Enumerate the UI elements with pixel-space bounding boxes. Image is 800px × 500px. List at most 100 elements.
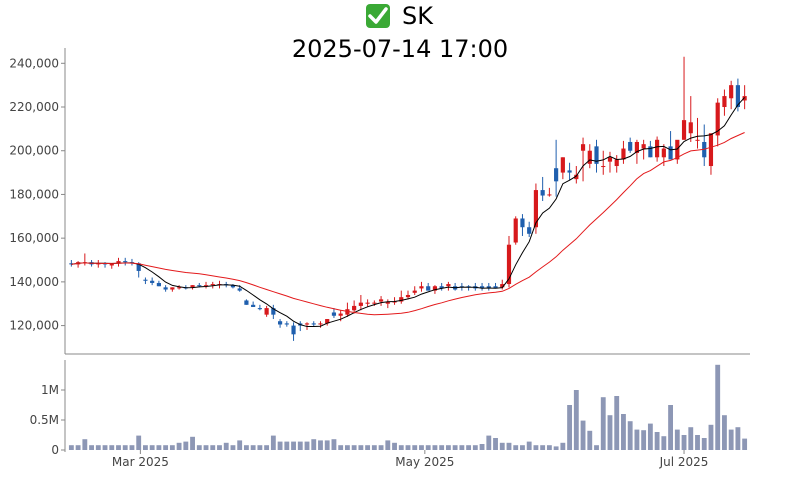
candle bbox=[668, 131, 673, 160]
candle bbox=[675, 139, 680, 164]
candle-body bbox=[580, 144, 586, 151]
volume-bar bbox=[176, 442, 182, 450]
candle bbox=[466, 285, 471, 291]
candle bbox=[203, 281, 209, 289]
candle bbox=[614, 155, 619, 173]
candle-body bbox=[123, 261, 128, 263]
candle-body bbox=[197, 285, 202, 287]
candle bbox=[473, 282, 478, 291]
volume-bar bbox=[405, 445, 411, 450]
chart-title: SK bbox=[366, 2, 434, 30]
candle-body bbox=[742, 96, 747, 101]
candle bbox=[163, 285, 168, 292]
candle bbox=[453, 282, 458, 291]
volume-bar bbox=[264, 445, 270, 450]
candle bbox=[129, 258, 135, 266]
price-y-tick-label: 220,000 bbox=[9, 100, 59, 114]
candle bbox=[264, 305, 269, 317]
volume-bar bbox=[371, 445, 377, 450]
candle bbox=[426, 282, 431, 291]
ma-long-line bbox=[71, 132, 745, 316]
volume-bar bbox=[560, 442, 566, 450]
candle-body bbox=[237, 288, 242, 291]
candle-body bbox=[574, 174, 579, 180]
volume-bar bbox=[735, 427, 741, 450]
volume-bar bbox=[102, 445, 108, 450]
volume-bar bbox=[163, 445, 169, 450]
candle-body bbox=[277, 321, 283, 325]
volume-bar bbox=[149, 445, 155, 450]
candle-body bbox=[203, 285, 209, 287]
x-axis-ticks: Mar 2025 May 2025 Jul 2025 bbox=[112, 450, 708, 469]
candle bbox=[479, 282, 485, 291]
volume-bar bbox=[425, 445, 431, 450]
candle bbox=[641, 139, 646, 160]
candle-body bbox=[251, 304, 256, 308]
candle bbox=[735, 78, 740, 112]
candle bbox=[493, 282, 498, 289]
candle-body bbox=[715, 102, 720, 136]
candle bbox=[318, 321, 323, 328]
volume-bar bbox=[641, 430, 647, 450]
candle-body bbox=[163, 287, 168, 290]
candle bbox=[695, 117, 700, 149]
price-y-tick-label: 140,000 bbox=[9, 275, 59, 289]
candle-body bbox=[352, 305, 357, 311]
candle-body bbox=[136, 263, 141, 271]
candle bbox=[681, 56, 687, 140]
candle-body bbox=[500, 284, 505, 288]
price-y-tick-label: 120,000 bbox=[9, 319, 59, 333]
candle-body bbox=[527, 227, 532, 234]
volume-bar bbox=[459, 445, 465, 450]
volume-bar bbox=[230, 445, 236, 450]
chart-title-text: SK bbox=[402, 2, 434, 30]
volume-bar bbox=[358, 445, 364, 450]
volume-bar bbox=[688, 427, 694, 450]
candle-body bbox=[634, 141, 639, 153]
candle bbox=[123, 257, 128, 266]
candle bbox=[722, 89, 727, 116]
candle bbox=[271, 304, 276, 320]
candle bbox=[257, 304, 262, 311]
candle-body bbox=[372, 302, 377, 304]
candle-body bbox=[607, 157, 613, 162]
volume-bar bbox=[365, 445, 371, 450]
volume-bar bbox=[129, 445, 135, 450]
volume-bar bbox=[445, 445, 451, 450]
volume-bar bbox=[344, 445, 350, 450]
x-tick-label: Mar 2025 bbox=[112, 455, 169, 469]
volume-y-ticks: 1M 0.5M 0 bbox=[30, 383, 65, 457]
volume-bar bbox=[143, 445, 148, 450]
candle-body bbox=[493, 286, 498, 289]
volume-bar bbox=[452, 445, 458, 450]
candle-body bbox=[392, 301, 397, 303]
candle-body bbox=[116, 261, 121, 264]
candle-body bbox=[432, 286, 438, 291]
candle-body bbox=[177, 287, 182, 289]
volume-bar bbox=[695, 435, 700, 450]
candle-body bbox=[385, 301, 390, 304]
candle bbox=[742, 85, 747, 110]
volume-bar bbox=[432, 445, 438, 450]
candle-body bbox=[291, 325, 296, 335]
volume-bar bbox=[75, 445, 81, 450]
candle-body bbox=[648, 146, 653, 158]
volume-bar bbox=[520, 445, 525, 450]
candle bbox=[729, 80, 734, 110]
candle-body bbox=[628, 141, 633, 151]
volume-bar bbox=[378, 445, 384, 450]
candle bbox=[76, 261, 81, 268]
candle bbox=[708, 133, 714, 175]
volume-bar bbox=[493, 438, 498, 450]
candle bbox=[298, 321, 303, 332]
x-tick-label: May 2025 bbox=[395, 455, 454, 469]
candle-body bbox=[547, 194, 552, 196]
candle-body bbox=[210, 284, 215, 286]
candle-body bbox=[230, 285, 236, 288]
candle-body bbox=[264, 308, 269, 315]
volume-bar bbox=[419, 445, 424, 450]
candle-body bbox=[304, 323, 310, 325]
candle-body bbox=[695, 139, 700, 141]
volume-bar bbox=[277, 441, 283, 450]
